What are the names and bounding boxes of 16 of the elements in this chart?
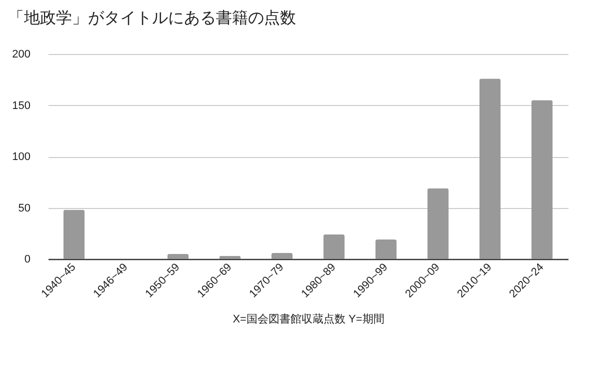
y-tick-label: 50 <box>18 202 30 214</box>
chart-title: 「地政学」がタイトルにある書籍の点数 <box>8 9 296 27</box>
bar <box>63 210 85 259</box>
y-tick-label: 150 <box>12 100 30 112</box>
bar <box>167 254 189 259</box>
bar <box>479 78 501 259</box>
bar <box>323 234 345 259</box>
x-axis-title: X=国会図書館収蔵点数 Y=期間 <box>232 312 384 326</box>
bar <box>271 252 293 259</box>
bar <box>375 240 397 259</box>
y-tick-label: 100 <box>12 151 30 163</box>
bar <box>531 100 553 259</box>
bar <box>219 256 241 259</box>
y-tick-label: 200 <box>12 48 30 60</box>
bar <box>427 188 449 259</box>
y-tick-label: 0 <box>24 254 30 266</box>
